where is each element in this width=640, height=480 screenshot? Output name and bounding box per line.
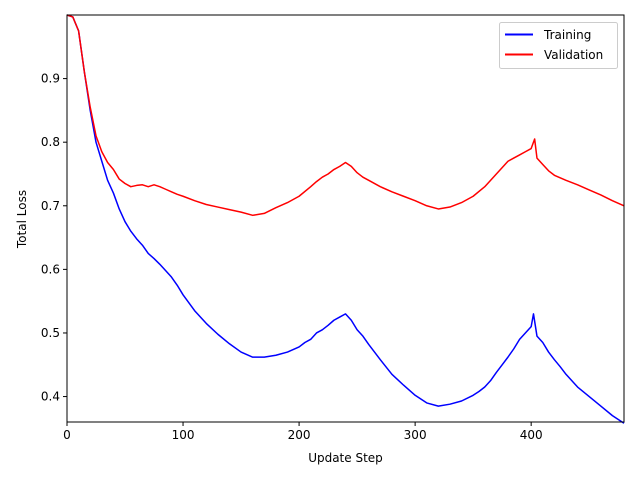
y-axis-ticks: 0.4 0.5 0.6 0.7 0.8 0.9 bbox=[41, 72, 67, 404]
x-tick-label: 0 bbox=[63, 428, 71, 442]
x-tick-label: 200 bbox=[288, 428, 311, 442]
y-tick-label: 0.5 bbox=[41, 326, 60, 340]
y-tick-label: 0.6 bbox=[41, 262, 60, 276]
y-tick-label: 0.4 bbox=[41, 390, 60, 404]
y-tick-label: 0.7 bbox=[41, 199, 60, 213]
y-tick-label: 0.8 bbox=[41, 135, 60, 149]
legend: Training Validation bbox=[499, 22, 618, 69]
y-tick-label: 0.9 bbox=[41, 72, 60, 86]
legend-label-validation: Validation bbox=[544, 48, 603, 62]
plot-area bbox=[66, 14, 625, 424]
series-line-training bbox=[66, 14, 625, 424]
x-axis-label: Update Step bbox=[308, 451, 383, 465]
x-axis-ticks: 0 100 200 300 400 bbox=[63, 422, 543, 442]
legend-label-training: Training bbox=[543, 28, 591, 42]
x-tick-label: 300 bbox=[404, 428, 427, 442]
plot-frame bbox=[66, 14, 625, 423]
x-tick-label: 400 bbox=[520, 428, 543, 442]
y-axis-label: Total Loss bbox=[15, 190, 29, 249]
x-tick-label: 100 bbox=[172, 428, 195, 442]
series-line-validation bbox=[66, 14, 625, 217]
